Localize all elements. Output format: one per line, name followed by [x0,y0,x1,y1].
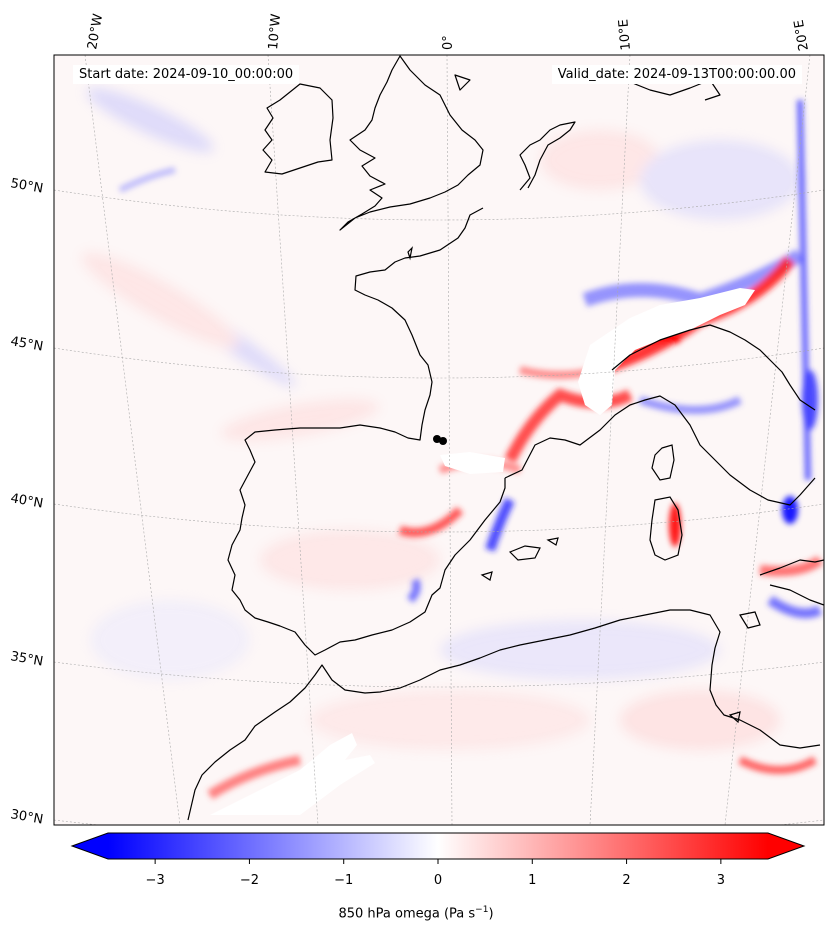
islands [407,246,761,724]
lon-label-20e: 20°E [792,19,812,52]
coastline-balkans [759,559,824,576]
colorbar-tick-label: −1 [334,873,353,888]
lat-label-40n: 40°N [9,491,44,511]
colorbar-tick-label: 0 [434,873,442,888]
colorbar-label-exponent: −1 [475,905,489,915]
colorbar-ticks: −3 −2 −1 0 1 2 3 [146,859,725,888]
coastline-north-africa [187,609,821,821]
marker-dots [433,435,447,445]
lat-label-50n: 50°N [9,176,44,196]
island-corsica [651,444,675,481]
colorbar-tick-label: 2 [622,873,630,888]
lat-label-45n: 45°N [9,334,44,354]
colorbar-label: 850 hPa omega (Pa s−1) [0,905,832,921]
map-frame [53,54,825,826]
colorbar-tick-label: −3 [146,873,165,888]
coastline-italy-adriatic [611,324,816,411]
coastline-denmark-edge [519,121,576,191]
colorbar-body [108,833,768,859]
colorbar: −3 −2 −1 0 1 2 3 [70,832,806,888]
start-date-label: Start date: 2024-09-10_00:00:00 [73,65,300,84]
colorbar-min-extension [72,833,108,859]
coastline-med-north [504,395,816,506]
colorbar-label-close: ) [488,906,494,922]
missing-data-regions [210,288,755,815]
lat-label-30n: 30°N [9,807,44,827]
graticule [54,55,824,825]
island-ibiza [480,571,493,581]
lat-label-35n: 35°N [9,649,44,669]
lon-label-0: 0° [441,35,456,50]
coastline-ireland [262,83,334,175]
lon-label-10e: 10°E [616,19,634,51]
longitude-labels: 20°W 10°W 0° 10°E 20°E [85,13,812,52]
valid-date-label: Valid_date: 2024-09-13T00:00:00.00 [551,65,802,84]
colorbar-outline [70,832,806,860]
colorbar-label-text: 850 hPa omega (Pa s [338,906,476,922]
island-mallorca [508,545,541,561]
latitude-labels: 50°N 45°N 40°N 35°N 30°N [9,176,44,827]
colorbar-tick-label: −2 [240,873,259,888]
colorbar-tick-label: 1 [528,873,536,888]
colorbar-max-extension [768,833,804,859]
island-sicily [739,611,761,629]
island-sardinia [649,496,683,561]
coastline-britain [339,55,484,231]
colorbar-tick-label: 3 [717,873,725,888]
coastline-france-iberia [227,207,506,656]
lon-label-10w: 10°W [266,13,284,50]
lon-label-20w: 20°W [85,13,106,51]
omega-field [54,55,824,825]
island-menorca [546,537,559,546]
